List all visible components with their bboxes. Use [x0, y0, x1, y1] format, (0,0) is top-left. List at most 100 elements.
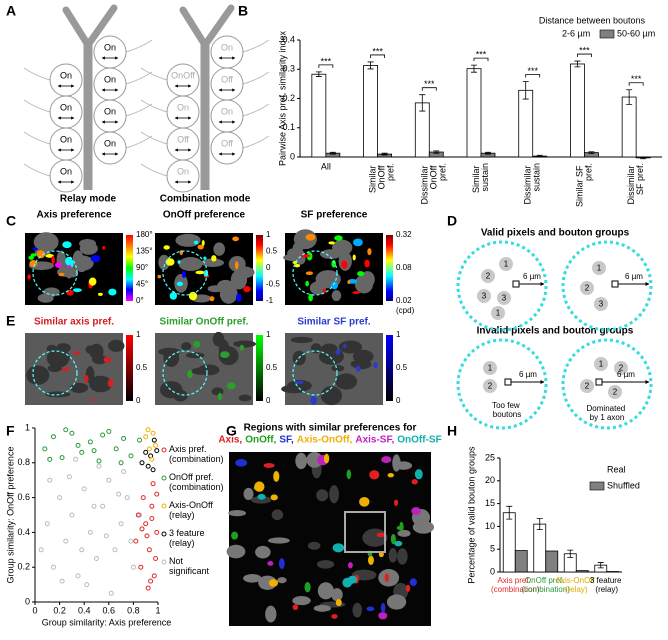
- text-line: 3 feature: [169, 528, 207, 538]
- bouton-label: 2: [585, 382, 590, 391]
- map-bouton: [217, 392, 223, 401]
- legend-item: SF,: [279, 435, 294, 446]
- error-bar: [419, 94, 426, 112]
- bouton-branch: [125, 71, 153, 85]
- scatter-point: [143, 449, 149, 455]
- map-bouton: [36, 250, 46, 259]
- map-bouton: [384, 573, 389, 582]
- map-region: [197, 364, 220, 376]
- distance-label: 6 µm: [617, 370, 635, 379]
- legend-swatch: [590, 466, 604, 474]
- text-line: (combination): [169, 482, 224, 492]
- map-bouton: [270, 494, 278, 501]
- significance-label: ***: [631, 74, 642, 84]
- bouton-label: 1: [496, 309, 501, 318]
- map-bouton: [364, 259, 370, 268]
- scatter-point: [133, 538, 139, 544]
- text-line: Too few: [492, 401, 522, 410]
- map-bouton: [243, 286, 251, 293]
- y-tick-label: 0.6: [17, 492, 30, 502]
- y-tick-label: 0: [25, 596, 30, 606]
- map-region: [392, 454, 401, 472]
- map-bouton: [305, 280, 309, 287]
- bouton-label: OnOff: [171, 70, 195, 80]
- scatter-point: [130, 564, 136, 570]
- map-region: [175, 233, 201, 247]
- y-tick-label: 1: [25, 422, 30, 432]
- y-tick-label: 15: [485, 498, 495, 508]
- bouton-branch: [140, 99, 168, 113]
- bouton-label: 2: [486, 272, 491, 281]
- map-bouton: [177, 260, 181, 264]
- significance-label: ***: [476, 50, 487, 60]
- map-bouton: [355, 365, 361, 372]
- section-title: Invalid pixels and bouton groups: [477, 326, 634, 337]
- scatter-point: [91, 503, 97, 509]
- colorbar-label: 0: [266, 263, 271, 272]
- map-region: [26, 365, 50, 385]
- map-region: [234, 266, 255, 279]
- y-axis-label: Group similarity: OnOff preference: [5, 447, 15, 584]
- bouton-branch: [140, 163, 168, 177]
- scatter-point: [145, 463, 151, 469]
- colorbar-label: 0°: [136, 296, 144, 305]
- map-region: [47, 364, 62, 373]
- map-region: [290, 336, 313, 344]
- map-region: [211, 387, 224, 396]
- map-bouton: [304, 582, 311, 593]
- legend-label: Axis pref. (combination): [169, 444, 224, 464]
- map-bouton: [193, 340, 201, 348]
- map-bouton: [347, 280, 351, 284]
- mode-label: Relay mode: [60, 194, 117, 205]
- map-bouton: [373, 362, 378, 369]
- map-bouton: [268, 579, 279, 587]
- significance-bracket: [525, 74, 541, 78]
- inset-box: [344, 511, 386, 553]
- map-region: [316, 559, 335, 569]
- map-bouton: [409, 578, 417, 587]
- map-region: [316, 489, 329, 502]
- roi-circle: [162, 350, 208, 396]
- scatter-point: [149, 515, 155, 521]
- legend-item: OnOff,: [245, 435, 276, 446]
- colorbar-label: 0.08: [396, 263, 412, 272]
- bouton-label: On: [60, 134, 72, 144]
- map-region: [397, 529, 411, 537]
- bouton: [580, 379, 594, 393]
- axon-diagram: On On On On On On On On Relay mode: [23, 4, 153, 205]
- error-bar: [381, 152, 388, 156]
- scatter-point: [137, 437, 143, 443]
- roi-circle: [32, 250, 78, 296]
- bouton-label: 3: [599, 300, 604, 309]
- bouton-label: 2: [613, 388, 618, 397]
- group-note: Dominated by 1 axon: [587, 404, 628, 422]
- legend-item: Axis-OnOff,: [297, 435, 353, 446]
- significance-bracket: [370, 54, 385, 58]
- y-tick-label: 0.3: [282, 64, 295, 74]
- y-axis-label: Percentage of valid bouton groups: [466, 446, 476, 584]
- legend-label: Shuffled: [607, 480, 640, 490]
- map-bouton: [294, 263, 301, 268]
- map-region: [108, 339, 125, 352]
- scatter-point: [118, 460, 124, 466]
- bouton: [491, 306, 505, 320]
- section-title: Valid pixels and bouton groups: [481, 228, 630, 239]
- legend-marker: [161, 475, 167, 481]
- bouton-label: 2: [619, 364, 624, 373]
- map-bouton: [381, 456, 392, 464]
- bouton: [499, 257, 513, 271]
- map-bouton: [387, 472, 394, 478]
- scatter-point: [154, 448, 160, 454]
- x-tick-label: Dissimilar sustain: [523, 163, 542, 205]
- map-bouton: [97, 292, 103, 296]
- bouton-label: On: [104, 138, 116, 148]
- x-tick-label: All: [321, 161, 331, 171]
- x-tick-label: Dissimilar SF pref.: [627, 163, 646, 205]
- map-region: [412, 520, 435, 534]
- map-bouton: [169, 292, 178, 300]
- map-bouton: [322, 288, 327, 293]
- map-bouton: [27, 274, 31, 280]
- text-line: SF pref.: [636, 163, 646, 195]
- map-bouton: [367, 248, 372, 256]
- text-line: (combination): [522, 585, 571, 594]
